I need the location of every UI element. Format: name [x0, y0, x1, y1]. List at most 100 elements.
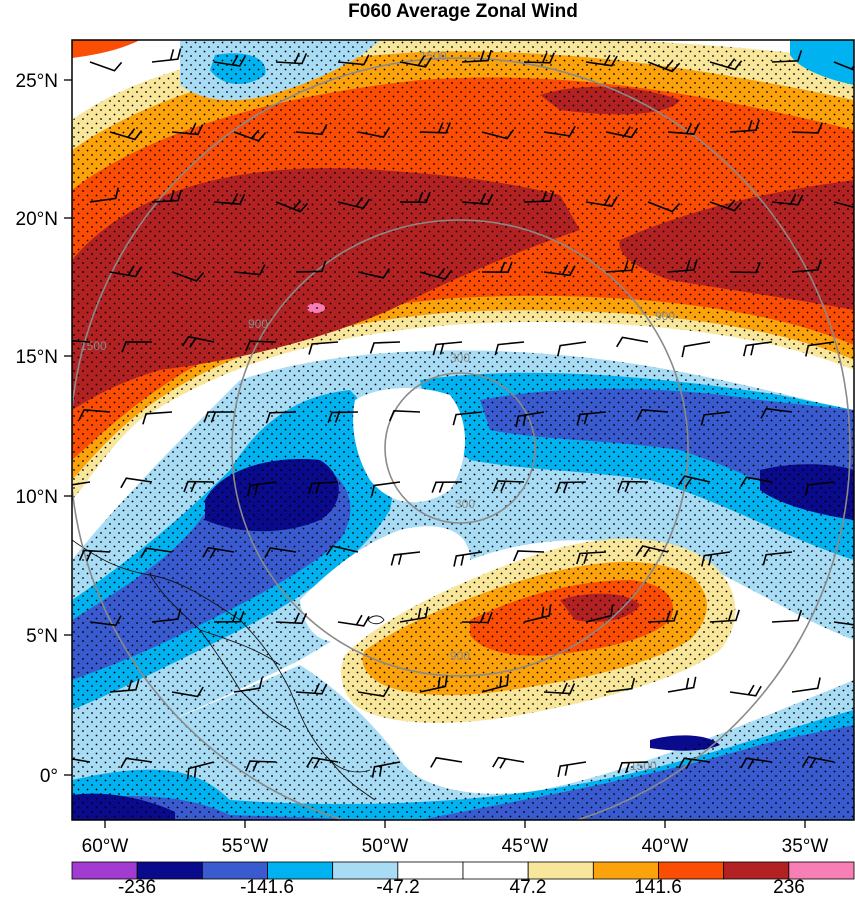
wind-barb: [667, 259, 698, 273]
wind-barb: [430, 756, 463, 768]
ring-label-900-east: 900: [655, 309, 675, 323]
wind-barb: [399, 606, 429, 623]
wind-barb: [729, 684, 762, 697]
wind-barb: [327, 411, 359, 423]
wind-barb: [771, 609, 803, 623]
wind-barbs: [72, 48, 854, 780]
wind-barb: [481, 674, 509, 693]
wind-barb: [171, 123, 204, 136]
wind-barb: [78, 549, 111, 562]
wind-barb: [494, 341, 525, 356]
wind-barb: [151, 189, 183, 203]
lat-label-15n: 15°N: [16, 347, 58, 368]
southern-negative-belt: [72, 665, 854, 820]
wind-barb: [833, 61, 854, 71]
colorbar-label-neg141: -141.6: [240, 877, 294, 898]
colorbar-label-neg47: -47.2: [376, 877, 419, 898]
wind-barb: [275, 200, 309, 213]
wind-barb: [492, 480, 525, 492]
ring-label-1500: 1500: [420, 49, 447, 63]
colorbar: [71, 861, 855, 880]
wind-barb: [743, 341, 773, 357]
lon-label-60w: 60°W: [82, 836, 129, 857]
wind-barb: [431, 481, 463, 493]
wind-barb: [647, 201, 681, 213]
wind-barb: [233, 677, 263, 693]
wind-barb: [636, 408, 669, 421]
wind-barb: [523, 604, 552, 623]
wind-barb: [357, 127, 390, 138]
colorbar-label-141: 141.6: [634, 877, 682, 898]
wind-barb: [337, 614, 370, 627]
wind-barb: [605, 677, 636, 693]
wind-barb: [771, 193, 804, 206]
wind-barb: [265, 411, 297, 424]
ring-label-300: 300: [450, 351, 470, 365]
lat-label-5n: 5°N: [26, 626, 58, 647]
wind-barb: [295, 682, 328, 695]
wind-barb: [357, 686, 390, 698]
wind-barb: [461, 193, 494, 205]
wind-barb: [461, 611, 493, 624]
wind-barb: [557, 341, 587, 357]
wind-barb: [617, 480, 649, 493]
wind-barb: [306, 756, 339, 769]
wind-barb: [576, 411, 607, 426]
wind-barb: [616, 336, 649, 348]
wind-barb: [709, 58, 743, 71]
lat-label-20n: 20°N: [16, 209, 58, 230]
longitude-labels: 60°W 55°W 50°W 45°W 40°W 35°W: [82, 836, 829, 857]
wind-barb: [681, 341, 711, 358]
wind-barb: [181, 335, 215, 348]
latitude-labels: 25°N 20°N 15°N 10°N 5°N 0°: [16, 71, 58, 787]
wind-barb: [452, 411, 483, 426]
wind-barb: [186, 761, 215, 780]
wind-barb: [605, 259, 636, 273]
wind-barb: [481, 261, 513, 274]
wind-barb: [213, 54, 246, 67]
wind-barb: [557, 761, 587, 778]
wind-barb: [171, 686, 204, 698]
wind-barb: [369, 341, 401, 354]
wind-barb: [729, 119, 760, 133]
wind-barb: [762, 551, 793, 566]
wind-barb: [677, 475, 711, 488]
weak-wind-gap: [300, 388, 470, 642]
wind-barb: [390, 551, 421, 566]
wind-barb: [202, 546, 235, 559]
wind-barb: [802, 756, 835, 769]
wind-barb: [120, 477, 153, 489]
wind-barb: [275, 612, 308, 625]
lat-label-0: 0°: [40, 766, 58, 787]
wind-barb: [576, 551, 607, 565]
northwest-negative-patch: [72, 40, 854, 101]
wind-barb: [523, 190, 555, 203]
wind-barb: [203, 411, 235, 423]
wind-barb: [247, 481, 277, 497]
wind-barb: [307, 481, 339, 495]
wind-barb: [142, 411, 173, 425]
wind-barb: [357, 268, 391, 279]
wind-barb: [399, 55, 432, 68]
wind-barb: [709, 609, 740, 623]
wind-barb: [701, 551, 731, 567]
wind-barb: [585, 54, 618, 67]
wind-barb: [370, 481, 401, 497]
wind-barb: [647, 60, 681, 73]
lon-label-45w: 45°W: [502, 836, 549, 857]
ring-label-300-south: 300: [455, 497, 475, 511]
wind-barb: [72, 340, 91, 343]
ring-label-900: 900: [248, 317, 268, 331]
wind-barb: [729, 262, 761, 274]
wind-barb: [233, 129, 267, 142]
ring-label-900-south: 900: [450, 649, 470, 663]
wind-barb: [791, 259, 822, 273]
wind-barb: [523, 52, 555, 64]
wind-barb: [78, 408, 111, 421]
wind-barb: [461, 49, 493, 63]
wind-barb: [109, 128, 143, 141]
wind-barb: [709, 199, 743, 212]
wind-barb: [419, 122, 451, 134]
wind-barb: [771, 50, 803, 63]
